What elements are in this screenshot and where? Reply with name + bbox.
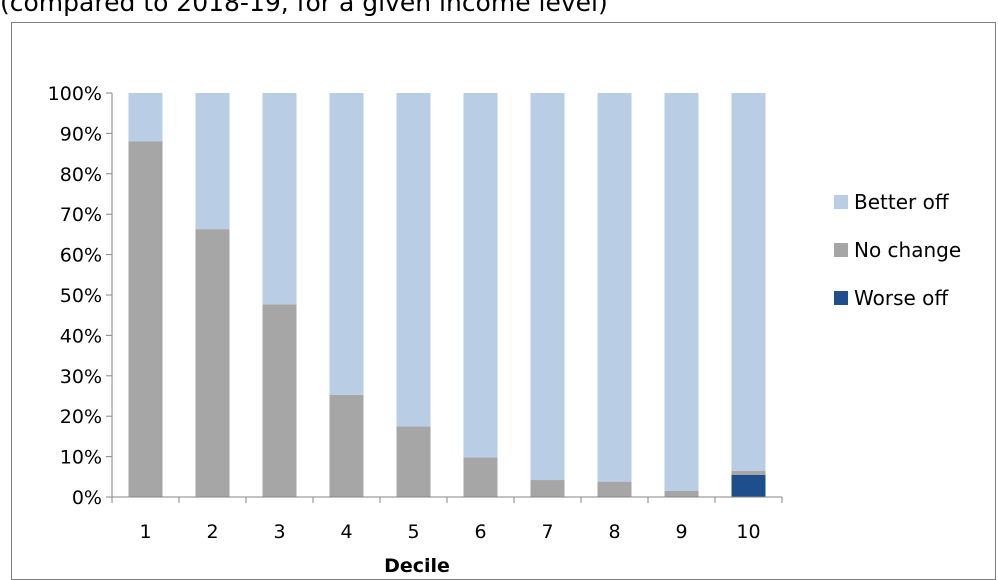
x-tick-label: 10: [736, 521, 760, 543]
x-tick-label: 8: [608, 521, 620, 543]
bar-worse-off-decile-10: [731, 474, 766, 497]
bar-better-off-decile-7: [530, 93, 565, 481]
x-tick-label: 5: [407, 521, 419, 543]
x-tick-label: 2: [206, 521, 218, 543]
bar-better-off-decile-4: [329, 93, 364, 395]
bar-no-change-decile-2: [195, 229, 230, 497]
y-tick-label: 70%: [60, 204, 102, 226]
legend: Better off No change Worse off: [834, 190, 961, 310]
bar-better-off-decile-1: [128, 93, 163, 142]
legend-label: No change: [854, 238, 961, 262]
x-tick-label: 6: [474, 521, 486, 543]
bar-better-off-decile-8: [597, 93, 632, 482]
legend-label: Better off: [854, 190, 950, 214]
y-tick-label: 80%: [60, 164, 102, 186]
x-axis-title: Decile: [384, 555, 450, 577]
y-tick-label: 30%: [60, 366, 102, 388]
x-tick-label: 9: [675, 521, 687, 543]
bar-no-change-decile-6: [463, 457, 498, 497]
y-tick-label: 90%: [60, 123, 102, 145]
bars: [128, 93, 766, 498]
x-tick-label: 7: [541, 521, 553, 543]
y-tick-label: 100%: [48, 83, 102, 105]
bar-better-off-decile-2: [195, 93, 230, 230]
x-tick-label: 4: [340, 521, 352, 543]
y-tick-label: 10%: [60, 447, 102, 469]
legend-swatch-worse-off: [834, 291, 848, 305]
y-tick-label: 50%: [60, 285, 102, 307]
legend-swatch-no-change: [834, 243, 848, 257]
chart-caption: (compared to 2018-19, for a given income…: [0, 0, 608, 17]
legend-swatch-better-off: [834, 195, 848, 209]
y-tick-label: 60%: [60, 245, 102, 267]
bar-no-change-decile-4: [329, 394, 364, 497]
bar-no-change-decile-8: [597, 481, 632, 497]
bar-no-change-decile-5: [396, 426, 431, 497]
bar-better-off-decile-6: [463, 93, 498, 458]
x-tick-label: 3: [273, 521, 285, 543]
bar-better-off-decile-9: [664, 93, 699, 491]
bar-no-change-decile-10: [731, 470, 766, 475]
bar-no-change-decile-3: [262, 304, 297, 497]
bar-better-off-decile-5: [396, 93, 431, 427]
x-tick-label: 1: [139, 521, 151, 543]
bar-better-off-decile-10: [731, 93, 766, 471]
bar-better-off-decile-3: [262, 93, 297, 305]
legend-label: Worse off: [854, 286, 949, 310]
y-tick-label: 20%: [60, 406, 102, 428]
bar-no-change-decile-1: [128, 141, 163, 498]
y-tick-label: 40%: [60, 325, 102, 347]
y-axis: 0% 10% 20% 30% 40% 50% 60% 70% 80% 90% 100%: [48, 83, 113, 509]
x-axis: 1 2 3 4 5 6 7 8 9 10: [111, 496, 783, 543]
bar-no-change-decile-9: [664, 490, 699, 497]
bar-no-change-decile-7: [530, 480, 565, 497]
y-tick-label: 0%: [72, 487, 102, 509]
